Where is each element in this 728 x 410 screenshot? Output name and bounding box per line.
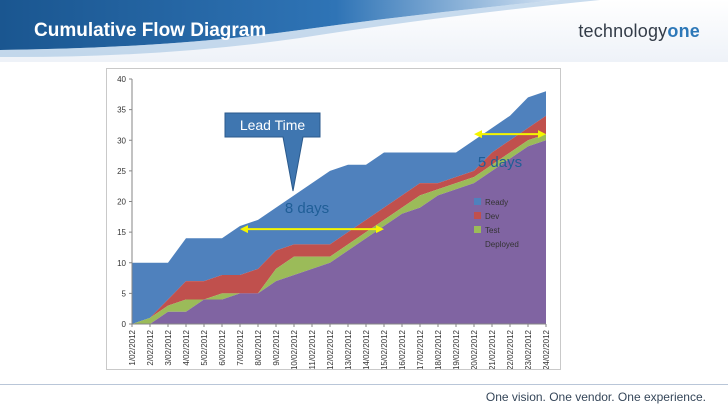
legend-label-deployed: Deployed bbox=[485, 240, 519, 249]
x-tick-label: 7/02/2012 bbox=[236, 329, 245, 365]
y-tick-label: 0 bbox=[122, 320, 127, 329]
legend-swatch-ready bbox=[474, 198, 481, 205]
x-tick-label: 2/02/2012 bbox=[146, 329, 155, 365]
y-tick-label: 5 bbox=[122, 289, 127, 298]
x-tick-label: 18/02/2012 bbox=[434, 329, 443, 369]
legend-swatch-test bbox=[474, 226, 481, 233]
slide-title: Cumulative Flow Diagram bbox=[34, 20, 267, 41]
area-ready bbox=[132, 91, 546, 324]
x-tick-label: 9/02/2012 bbox=[272, 329, 281, 365]
lead-time-arrow-head-left bbox=[240, 225, 248, 234]
x-tick-label: 22/02/2012 bbox=[506, 329, 515, 369]
x-tick-label: 23/02/2012 bbox=[524, 329, 533, 369]
y-tick-label: 10 bbox=[117, 259, 126, 268]
legend-label-test: Test bbox=[485, 226, 500, 235]
lead-time-callout-label: Lead Time bbox=[240, 117, 306, 133]
brand-logo-suffix: one bbox=[667, 21, 700, 41]
slide-header: Cumulative Flow Diagram technologyone bbox=[0, 0, 728, 62]
cumulative-flow-chart: 0 5 10 15 20 25 30 35 40 1/02/2012 2/02/2012 3/02/2… bbox=[117, 75, 551, 369]
x-tick-label: 16/02/2012 bbox=[398, 329, 407, 369]
legend-swatch-deployed bbox=[474, 240, 481, 247]
area-dev bbox=[132, 115, 546, 324]
brand-logo-prefix: technology bbox=[578, 21, 668, 41]
x-tick-label: 1/02/2012 bbox=[128, 329, 137, 365]
x-tick-label: 5/02/2012 bbox=[200, 329, 209, 365]
x-tick-label: 4/02/2012 bbox=[182, 329, 191, 365]
y-tick-label: 20 bbox=[117, 198, 126, 207]
x-tick-label: 3/02/2012 bbox=[164, 329, 173, 365]
y-tick-label: 35 bbox=[117, 106, 126, 115]
footer-rule bbox=[0, 384, 728, 385]
x-tick-label: 21/02/2012 bbox=[488, 329, 497, 369]
x-tick-label: 24/02/2012 bbox=[542, 329, 551, 369]
x-tick-label: 12/02/2012 bbox=[326, 329, 335, 369]
x-tick-label: 20/02/2012 bbox=[470, 329, 479, 369]
x-tick-label: 6/02/2012 bbox=[218, 329, 227, 365]
y-tick-label: 40 bbox=[117, 75, 126, 84]
header-swoosh bbox=[0, 0, 600, 58]
cycle-time-arrow-head-left bbox=[474, 130, 482, 139]
legend-swatch-dev bbox=[474, 212, 481, 219]
x-tick-label: 17/02/2012 bbox=[416, 329, 425, 369]
chart-frame: 0 5 10 15 20 25 30 35 40 1/02/2012 2/02/2012 3/02/2… bbox=[106, 68, 561, 370]
legend-label-ready: Ready bbox=[485, 198, 508, 207]
area-test bbox=[132, 134, 546, 324]
x-tick-label: 11/02/2012 bbox=[308, 329, 317, 369]
x-tick-label: 15/02/2012 bbox=[380, 329, 389, 369]
x-tick-label: 19/02/2012 bbox=[452, 329, 461, 369]
legend-label-dev: Dev bbox=[485, 212, 499, 221]
x-tick-label: 13/02/2012 bbox=[344, 329, 353, 369]
lead-time-arrow-head-right bbox=[376, 225, 384, 234]
x-tick-label: 14/02/2012 bbox=[362, 329, 371, 369]
x-tick-label: 8/02/2012 bbox=[254, 329, 263, 365]
y-tick-label: 30 bbox=[117, 136, 126, 145]
lead-time-callout bbox=[224, 112, 321, 192]
area-deployed bbox=[132, 140, 546, 324]
footer-tagline: One vision. One vendor. One experience. bbox=[485, 390, 706, 404]
y-tick-label: 15 bbox=[117, 228, 126, 237]
brand-logo: technologyone bbox=[578, 21, 700, 42]
lead-time-days-label: 8 days bbox=[285, 200, 329, 217]
cycle-time-days-label: 5 days bbox=[478, 154, 522, 171]
y-tick-label: 25 bbox=[117, 167, 126, 176]
x-tick-label: 10/02/2012 bbox=[290, 329, 299, 369]
cycle-time-arrow-head-right bbox=[538, 130, 546, 139]
